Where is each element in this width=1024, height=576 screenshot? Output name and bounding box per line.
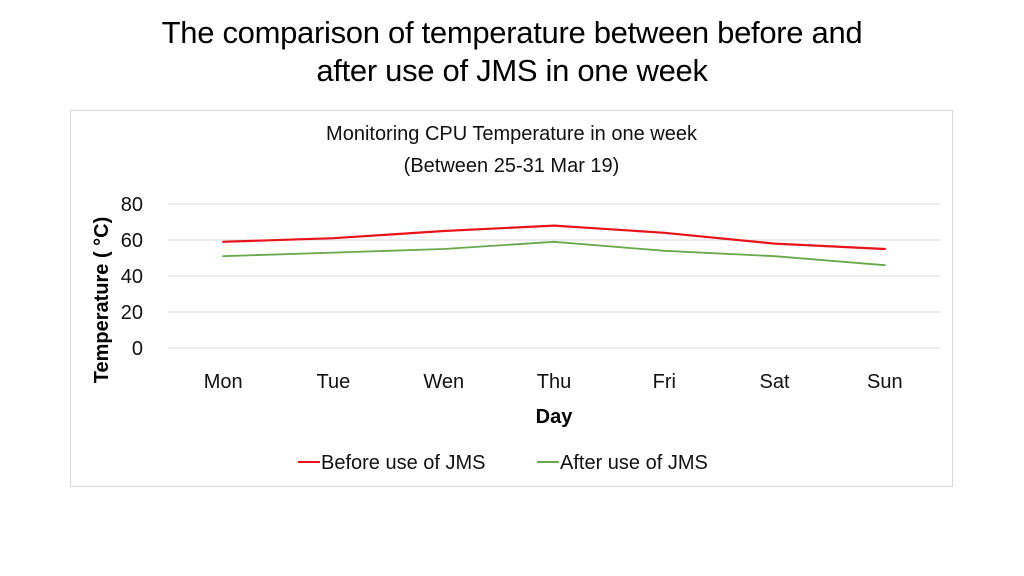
y-tick-label: 20 bbox=[121, 302, 143, 324]
slide-title: The comparison of temperature between be… bbox=[0, 14, 1024, 90]
slide-title-line-2: after use of JMS in one week bbox=[316, 53, 708, 88]
x-tick-label: Sun bbox=[867, 371, 903, 393]
series-line-after bbox=[222, 240, 886, 267]
y-tick-label: 80 bbox=[121, 194, 143, 216]
x-axis-label: Day bbox=[536, 406, 574, 428]
series-lines bbox=[222, 224, 887, 267]
y-tick-label: 40 bbox=[121, 266, 143, 288]
slide-title-line-1: The comparison of temperature between be… bbox=[161, 15, 863, 50]
y-tick-label: 0 bbox=[132, 338, 143, 360]
chart-title: Monitoring CPU Temperature in one week bbox=[326, 123, 697, 145]
x-tick-label: Fri bbox=[653, 371, 676, 393]
series-line-before bbox=[222, 224, 887, 251]
chart-subtitle: (Between 25-31 Mar 19) bbox=[403, 155, 620, 177]
legend-label: Before use of JMS bbox=[321, 452, 486, 474]
x-axis-ticks: Mon Tue Wen Thu Fri Sat Sun bbox=[204, 371, 903, 393]
x-tick-label: Thu bbox=[537, 371, 571, 393]
chart-area bbox=[70, 110, 953, 487]
legend: Before use of JMS After use of JMS bbox=[298, 452, 708, 474]
x-tick-label: Wen bbox=[423, 371, 464, 393]
y-axis-ticks: 80 60 40 20 0 bbox=[121, 194, 143, 360]
x-tick-label: Mon bbox=[204, 371, 243, 393]
y-tick-label: 60 bbox=[121, 230, 143, 252]
x-tick-label: Sat bbox=[760, 371, 790, 393]
x-tick-label: Tue bbox=[317, 371, 351, 393]
legend-label: After use of JMS bbox=[560, 452, 708, 474]
y-axis-label: Temperature ( °C) bbox=[91, 217, 113, 384]
